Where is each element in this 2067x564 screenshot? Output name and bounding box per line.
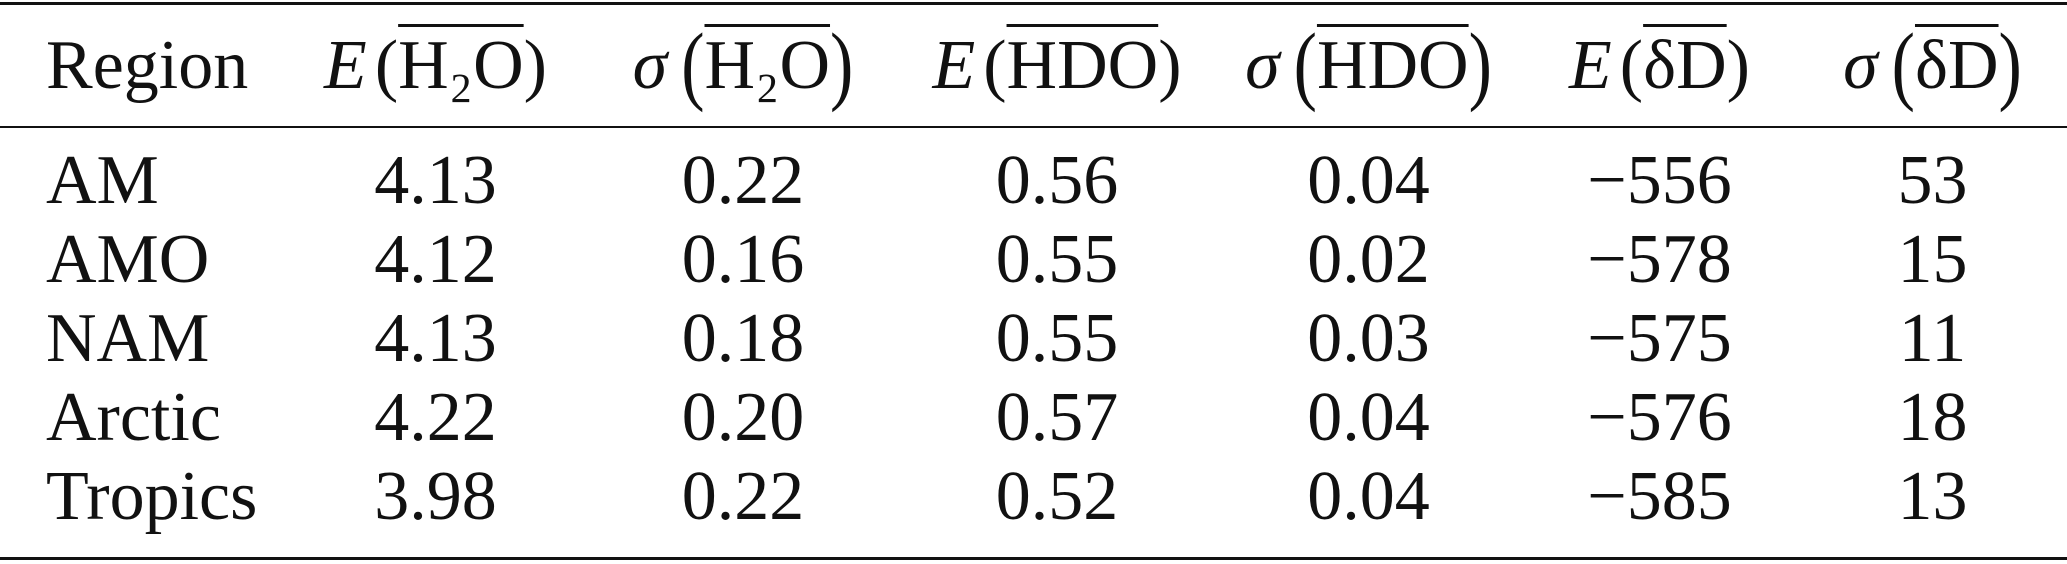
header-cell: σ (H₂O) <box>588 17 898 113</box>
cell-value: 0.55 <box>995 300 1119 377</box>
cell-value: 3.98 <box>374 458 497 535</box>
row-label: Arctic <box>46 379 221 456</box>
open-paren: ( <box>1619 27 1644 104</box>
cell-value: 4.22 <box>374 379 497 456</box>
cell-value: 15 <box>1897 221 1968 298</box>
close-paren: ) <box>1998 17 2022 114</box>
open-paren: ( <box>374 27 399 104</box>
operator: σ <box>1245 27 1280 104</box>
cell-value: 0.16 <box>681 221 805 298</box>
row-label: NAM <box>46 300 210 377</box>
cell-value: 0.20 <box>681 379 805 456</box>
bottom-rule <box>0 557 2067 560</box>
header-cell: σ (δD) <box>1798 17 2067 113</box>
cell-value: 4.12 <box>374 221 497 298</box>
operator: E <box>324 27 367 104</box>
cell-value: 11 <box>1898 300 1967 377</box>
argument: H₂O <box>398 27 524 104</box>
cell-value: 13 <box>1897 458 1968 535</box>
close-paren: ) <box>1726 27 1750 104</box>
cell-value: 53 <box>1897 142 1968 219</box>
row-label: AMO <box>46 221 210 298</box>
cell-value: 0.56 <box>995 142 1119 219</box>
cell-value: −585 <box>1587 458 1732 535</box>
cell-value: −578 <box>1587 221 1732 298</box>
header-cell: σ (HDO) <box>1216 17 1521 113</box>
cell-value: 4.13 <box>374 142 497 219</box>
cell-value: −575 <box>1587 300 1732 377</box>
cell-value: 0.04 <box>1307 458 1430 535</box>
operator: E <box>932 27 976 104</box>
close-paren: ) <box>830 17 854 114</box>
operator: σ <box>1843 27 1878 104</box>
close-paren: ) <box>1468 17 1492 114</box>
argument: HDO <box>1006 27 1159 104</box>
header-cell: E (HDO) <box>898 26 1216 106</box>
row-label: Tropics <box>46 458 258 535</box>
argument: HDO <box>1316 27 1469 104</box>
cell-value: 0.55 <box>995 221 1119 298</box>
argument: H₂O <box>704 27 831 104</box>
cell-value: 0.03 <box>1307 300 1430 377</box>
cell-value: −576 <box>1587 379 1732 456</box>
cell-value: 0.18 <box>681 300 805 377</box>
top-rule <box>0 2 2067 5</box>
cell-value: 0.02 <box>1307 221 1430 298</box>
cell-value: 18 <box>1897 379 1968 456</box>
cell-value: 0.52 <box>995 458 1119 535</box>
open-paren: ( <box>1891 17 1915 114</box>
header-cell: E (H₂O) <box>283 26 588 106</box>
header-cell: E (δD) <box>1521 26 1798 106</box>
cell-value: 0.04 <box>1307 142 1430 219</box>
cell-value: 0.04 <box>1307 379 1430 456</box>
argument: δD <box>1643 27 1727 104</box>
header-rule <box>0 126 2067 128</box>
open-paren: ( <box>681 17 705 114</box>
row-label: AM <box>46 142 159 219</box>
cell-value: 4.13 <box>374 300 497 377</box>
cell-value: 0.22 <box>681 142 805 219</box>
close-paren: ) <box>523 27 547 104</box>
cell-value: 0.22 <box>681 458 805 535</box>
open-paren: ( <box>1293 17 1317 114</box>
open-paren: ( <box>983 27 1007 104</box>
cell-value: 0.57 <box>995 379 1119 456</box>
operator: E <box>1569 27 1612 104</box>
operator: σ <box>632 27 668 104</box>
header-cell: Region <box>46 27 249 104</box>
cell-value: −556 <box>1587 142 1732 219</box>
argument: δD <box>1914 27 1999 104</box>
close-paren: ) <box>1158 27 1182 104</box>
